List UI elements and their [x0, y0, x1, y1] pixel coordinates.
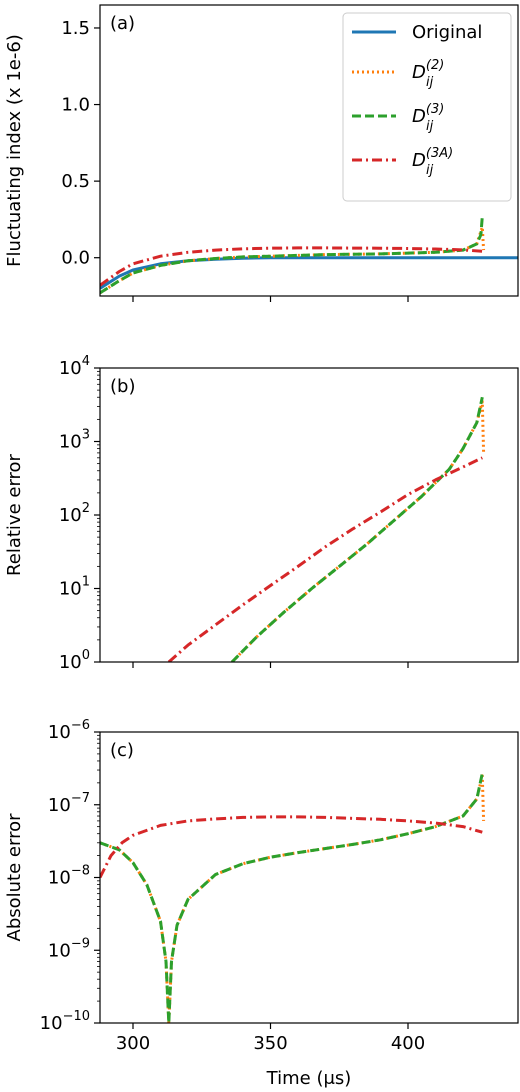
series-line-d-ij-3- — [100, 773, 484, 1023]
legend-label-subscript: ij — [426, 163, 434, 178]
y-tick-label-base: 10 — [59, 432, 82, 453]
series-line-d-ij-3- — [230, 396, 484, 662]
y-tick-label: 1.5 — [61, 18, 90, 39]
panel-label: (a) — [110, 13, 135, 34]
y-tick-label-base: 10 — [59, 579, 82, 600]
legend-label-superscript: (3A) — [426, 146, 453, 161]
y-tick-label-exponent: −7 — [71, 791, 90, 806]
legend-label: D(2) ij — [412, 58, 444, 90]
x-tick-label: 350 — [253, 1033, 287, 1054]
y-tick-label-exponent: −8 — [71, 864, 90, 879]
legend-label: Original — [412, 22, 482, 43]
series-line-d-ij-2- — [230, 400, 486, 662]
y-axis-label: Fluctuating index (x 1e-6) — [4, 34, 25, 267]
y-tick-label: 10−9 — [48, 936, 90, 961]
y-tick-label: 10−7 — [48, 791, 90, 816]
series-line-d-ij-2- — [100, 225, 486, 295]
legend-label-base: D — [412, 106, 426, 127]
x-tick-label: 300 — [116, 1033, 150, 1054]
y-tick-label: 101 — [59, 575, 90, 600]
y-tick-label: 103 — [59, 428, 90, 453]
y-tick-label-base: 10 — [59, 505, 82, 526]
series-line-d-ij-3a- — [100, 246, 483, 287]
series-line-original — [100, 256, 518, 290]
y-tick-label-base: 10 — [48, 722, 71, 743]
legend-label-superscript: (3) — [426, 102, 444, 117]
panel-label: (b) — [110, 376, 135, 397]
axes-frame — [99, 4, 519, 297]
axes-frame — [99, 367, 519, 663]
series-line-d-ij-3a- — [167, 456, 483, 662]
legend-label-base: D — [412, 62, 426, 83]
axes-frame — [99, 731, 519, 1024]
legend-label-subscript: ij — [426, 119, 434, 134]
series-group — [100, 773, 486, 1023]
x-axis-label: Time (μs) — [266, 1068, 352, 1089]
y-tick-label: 0.5 — [61, 171, 90, 192]
series-line-d-ij-2- — [100, 774, 486, 1023]
y-tick-label-base: 10 — [48, 940, 71, 961]
y-axis-label: Absolute error — [4, 813, 25, 942]
y-tick-label-exponent: 2 — [82, 501, 90, 516]
panel-a: 0.0 0.5 1.0 1.5 (a) Fluctuating index (x 1e-6… — [4, 4, 519, 302]
y-tick-label: 1.0 — [61, 95, 90, 116]
y-tick-label-exponent: 0 — [82, 648, 90, 663]
y-tick-label: 0.0 — [61, 248, 90, 269]
y-tick-label-base: 10 — [48, 795, 71, 816]
series-line-d-ij-3a- — [100, 815, 483, 879]
legend-label: D(3) ij — [412, 102, 444, 134]
y-tick-label: 10−6 — [48, 718, 90, 743]
legend-label-superscript: (2) — [426, 58, 444, 73]
y-tick-label: 10−10 — [40, 1009, 90, 1034]
series-line-d-ij-3- — [100, 216, 484, 295]
y-tick-label-exponent: −6 — [71, 718, 90, 733]
panel-label: (c) — [110, 740, 134, 761]
y-tick-label: 104 — [59, 354, 90, 379]
y-tick-label-base: 10 — [59, 358, 82, 379]
y-tick-label-exponent: 4 — [82, 354, 90, 369]
y-tick-label-base: 10 — [59, 652, 82, 673]
y-tick-label-base: 10 — [48, 868, 71, 889]
series-group — [167, 396, 486, 662]
y-tick-label-exponent: 1 — [82, 575, 90, 590]
series-group — [100, 216, 518, 295]
y-tick-label-base: 10 — [40, 1013, 63, 1034]
y-tick-label: 10−8 — [48, 864, 90, 889]
y-tick-label-exponent: −10 — [63, 1009, 90, 1024]
legend-label: D(3A) ij — [412, 146, 453, 178]
y-tick-label-exponent: −9 — [71, 936, 90, 951]
legend-label-subscript: ij — [426, 75, 434, 90]
legend-label-base: D — [412, 150, 426, 171]
legend-box — [342, 12, 512, 202]
y-tick-label-exponent: 3 — [82, 428, 90, 443]
y-tick-label: 102 — [59, 501, 90, 526]
x-tick-label: 400 — [391, 1033, 425, 1054]
y-axis-label: Relative error — [4, 453, 25, 575]
panel-c: 300 350 40010−1010−910−810−710−6(c)Absolut… — [4, 718, 519, 1089]
y-tick-label: 100 — [59, 648, 90, 673]
